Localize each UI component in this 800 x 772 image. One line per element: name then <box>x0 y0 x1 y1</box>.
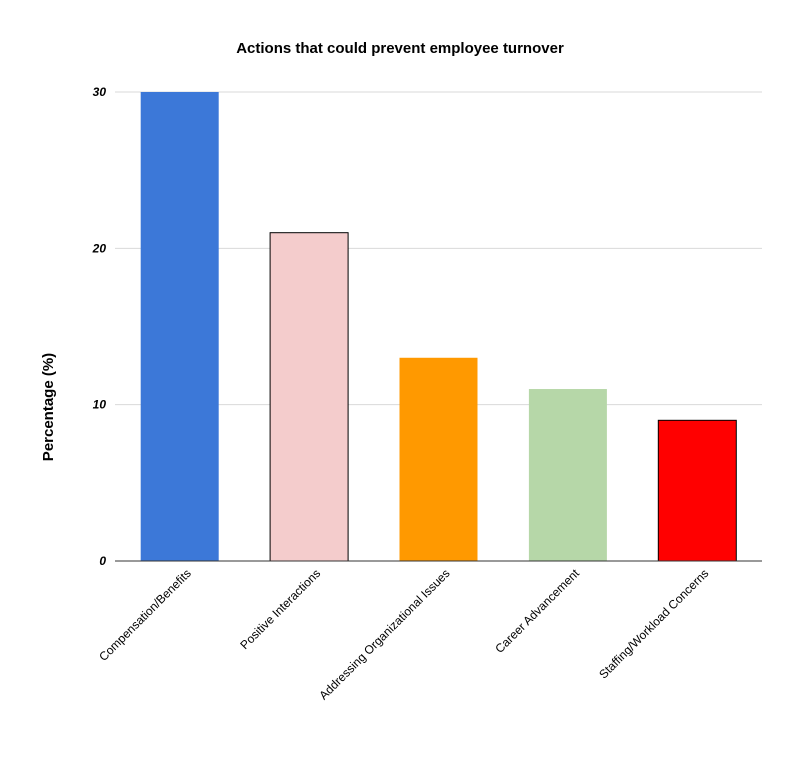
y-tick-label: 10 <box>93 398 107 412</box>
y-tick-label: 20 <box>92 241 107 255</box>
x-tick-labels: Compensation/Benefits Positive Interactio… <box>96 566 711 703</box>
bar <box>399 357 478 561</box>
chart-title: Actions that could prevent employee turn… <box>236 40 564 57</box>
bar <box>657 419 737 562</box>
bar <box>528 389 607 561</box>
y-tick-label: 30 <box>93 85 107 99</box>
bar <box>269 232 349 562</box>
y-tick-label: 0 <box>99 554 106 568</box>
x-tick-label: Positive Interactions <box>237 566 323 652</box>
bars <box>140 92 737 562</box>
bar <box>140 92 219 561</box>
x-tick-label: Compensation/Benefits <box>96 566 194 664</box>
x-tick-label: Career Advancement <box>492 566 582 656</box>
x-tick-label: Staffing/Workload Concerns <box>596 566 711 681</box>
y-tick-labels: 0 10 20 30 <box>92 85 107 568</box>
x-tick-label: Addressing Organizational Issues <box>316 566 452 702</box>
y-axis-label: Percentage (%) <box>40 353 57 461</box>
